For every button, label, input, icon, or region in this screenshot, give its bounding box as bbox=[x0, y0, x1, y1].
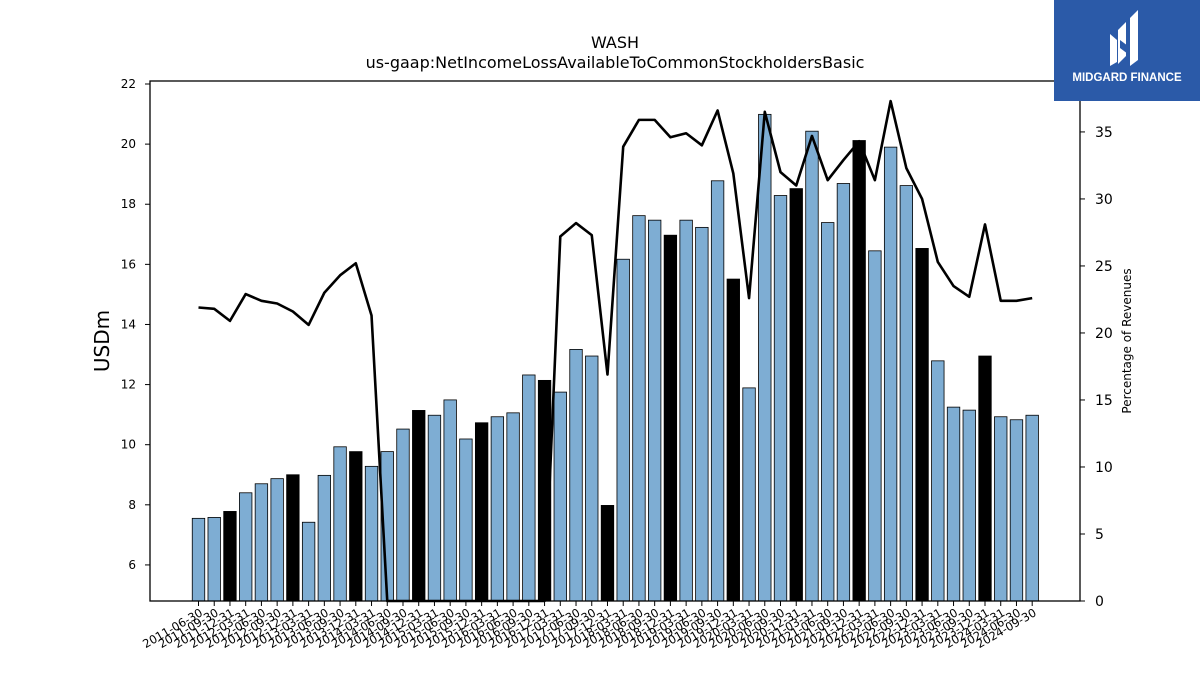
bar-2012-09-30 bbox=[270, 478, 284, 602]
bar-2015-12-31 bbox=[474, 422, 489, 602]
bar-2022-03-31 bbox=[868, 250, 882, 602]
y-tick-label: 10 bbox=[121, 438, 136, 452]
bar-2018-09-30 bbox=[648, 219, 662, 602]
y-tick-label: 12 bbox=[121, 378, 136, 392]
bar-2014-12-31 bbox=[412, 410, 426, 602]
y-right-tick-label: 15 bbox=[1095, 393, 1113, 409]
y-tick-label: 14 bbox=[121, 317, 136, 331]
bar-2017-09-30 bbox=[585, 355, 599, 602]
bar-2013-12-31 bbox=[349, 451, 363, 602]
y-tick-label: 20 bbox=[121, 137, 136, 151]
bar-2015-09-30 bbox=[459, 438, 473, 602]
bar-2013-03-31 bbox=[301, 521, 316, 602]
plot-frame bbox=[149, 80, 1081, 602]
bar-2012-06-30 bbox=[254, 483, 269, 602]
y-tick-label: 22 bbox=[121, 77, 136, 91]
chart-title: WASH bbox=[591, 33, 639, 52]
bar-2017-06-30 bbox=[569, 349, 583, 602]
bar-2015-03-31 bbox=[427, 414, 442, 602]
chart-subtitle: us-gaap:NetIncomeLossAvailableToCommonSt… bbox=[366, 53, 865, 72]
bar-2016-03-31 bbox=[490, 416, 505, 602]
bar-2022-09-30 bbox=[899, 185, 913, 602]
y-tick-label: 18 bbox=[121, 197, 136, 211]
bar-2019-09-30 bbox=[710, 180, 725, 602]
bar-2012-12-31 bbox=[286, 474, 300, 602]
bar-2022-06-30 bbox=[883, 146, 898, 602]
bar-2015-06-30 bbox=[443, 399, 457, 602]
bar-2024-06-30 bbox=[1009, 419, 1024, 602]
x-axis: 2011-06-302011-09-302011-12-312012-03-31… bbox=[140, 601, 1039, 651]
bar-2021-12-31 bbox=[852, 140, 866, 602]
bar-2020-06-30 bbox=[758, 113, 772, 602]
bar-2018-06-30 bbox=[632, 215, 646, 602]
bar-2011-06-30 bbox=[191, 517, 206, 602]
y-tick-label: 8 bbox=[128, 498, 136, 512]
y-right-tick-label: 10 bbox=[1095, 460, 1113, 476]
bar-2023-09-30 bbox=[962, 409, 976, 602]
bar-2013-06-30 bbox=[317, 474, 331, 602]
bar-2016-09-30 bbox=[522, 374, 536, 602]
bar-2014-09-30 bbox=[396, 428, 410, 602]
bar-2014-03-31 bbox=[364, 465, 379, 602]
bar-2017-03-31 bbox=[553, 391, 567, 602]
bar-2019-06-30 bbox=[695, 226, 709, 602]
bar-2020-03-31 bbox=[742, 387, 756, 602]
bar-2011-09-30 bbox=[207, 517, 221, 602]
svg-text:MIDGARD FINANCE: MIDGARD FINANCE bbox=[1072, 72, 1182, 84]
y-right-tick-label: 25 bbox=[1095, 259, 1113, 275]
bar-2020-12-31 bbox=[789, 188, 803, 602]
logo-mark-icon: MIDGARD FINANCE bbox=[1072, 10, 1182, 84]
bar-2023-03-31 bbox=[931, 360, 945, 602]
y-tick-label: 16 bbox=[121, 257, 136, 271]
bar-2016-06-30 bbox=[506, 412, 520, 602]
bar-2020-09-30 bbox=[773, 195, 788, 602]
y-right-tick-label: 0 bbox=[1095, 594, 1104, 610]
bar-2019-12-31 bbox=[726, 278, 740, 602]
bar-2022-12-31 bbox=[915, 248, 929, 602]
bar-2021-03-31 bbox=[805, 130, 819, 602]
bar-2018-12-31 bbox=[663, 234, 678, 602]
y-right-tick-label: 20 bbox=[1095, 326, 1113, 342]
bar-2011-12-31 bbox=[223, 511, 237, 602]
bar-2024-03-31 bbox=[994, 416, 1008, 602]
bar-2021-09-30 bbox=[836, 183, 851, 602]
y-axis-label: USDm bbox=[90, 310, 114, 372]
y-tick-label: 6 bbox=[128, 558, 136, 572]
bar-2018-03-31 bbox=[616, 258, 630, 602]
y-axis-left: 6 8 10 12 14 16 18 20 22 bbox=[121, 77, 150, 572]
bar-2019-03-31 bbox=[679, 219, 693, 602]
y-axis-right-label: Percentage of Revenues bbox=[1120, 268, 1134, 413]
bar-2013-09-30 bbox=[333, 446, 347, 602]
y-right-tick-label: 30 bbox=[1095, 192, 1113, 208]
bar-2021-06-30 bbox=[821, 222, 835, 602]
bar-2017-12-31 bbox=[600, 505, 615, 602]
bar-2023-12-31 bbox=[978, 355, 992, 602]
bar-series bbox=[191, 113, 1039, 602]
bar-2023-06-30 bbox=[946, 406, 961, 602]
midgard-finance-logo: MIDGARD FINANCE bbox=[1054, 0, 1200, 101]
y-axis-right: 0 5 10 15 20 25 30 35 bbox=[1080, 125, 1113, 610]
line-series bbox=[198, 99, 1033, 603]
bar-2012-03-31 bbox=[239, 492, 253, 602]
bar-2024-09-30 bbox=[1025, 414, 1039, 602]
y-right-tick-label: 35 bbox=[1095, 125, 1113, 141]
y-right-tick-label: 5 bbox=[1095, 527, 1104, 543]
